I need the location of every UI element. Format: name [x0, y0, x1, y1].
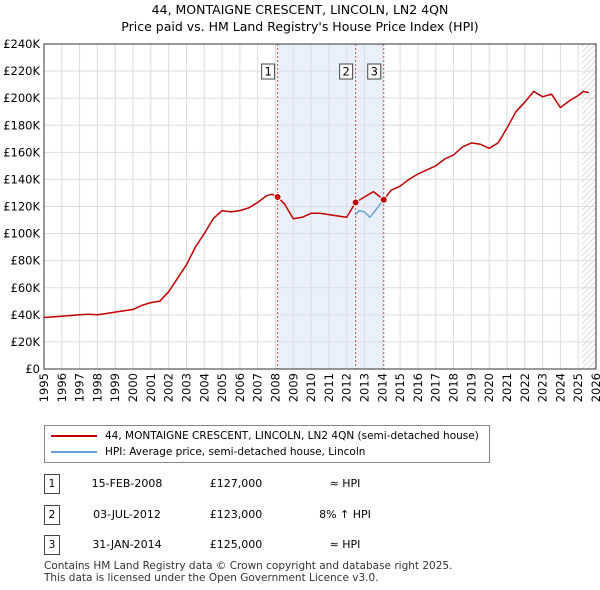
y-tick-label: £20K [11, 335, 41, 349]
x-tick-label: 2009 [286, 373, 300, 402]
legend-property-label: 44, MONTAIGNE CRESCENT, LINCOLN, LN2 4QN… [105, 430, 479, 442]
sale-point [273, 193, 282, 202]
y-tick-label: £180K [3, 118, 40, 132]
price-chart: 1 2 3 £0 £20K £40K £60K £80K £100K £120K £140K £160… [3, 37, 600, 402]
x-tick-label: 1995 [37, 373, 51, 402]
sale-point [379, 195, 388, 204]
x-tick-label: 1998 [90, 373, 104, 402]
y-tick-label: £160K [3, 145, 40, 159]
legend-property-swatch [51, 435, 97, 437]
x-tick-label: 2011 [322, 373, 336, 402]
x-tick-label: 2006 [233, 373, 247, 402]
sale-hpi-comparison: ≈ HPI [329, 477, 361, 490]
sale-date: 03-JUL-2012 [93, 508, 161, 521]
x-tick-label: 2017 [429, 373, 443, 402]
x-tick-label: 1997 [73, 373, 87, 402]
sale-point [351, 198, 360, 207]
x-tick-label: 2020 [482, 373, 496, 402]
x-tick-label: 2024 [553, 373, 567, 402]
legend: 44, MONTAIGNE CRESCENT, LINCOLN, LN2 4QN… [44, 425, 490, 463]
y-tick-label: £120K [3, 200, 40, 214]
sale-marker-badge: 2 [44, 505, 60, 525]
x-tick-label: 2007 [251, 373, 265, 402]
x-tick-label: 2021 [500, 373, 514, 402]
y-tick-label: £60K [11, 281, 41, 295]
x-tick-label: 2003 [179, 373, 193, 402]
legend-item-hpi: HPI: Average price, semi-detached house,… [51, 444, 365, 460]
transaction-row-2: 2 03-JUL-2012 £123,000 8% ↑ HPI [0, 505, 600, 525]
x-tick-label: 2005 [215, 373, 229, 402]
y-tick-label: £220K [3, 64, 40, 78]
sale-price: £123,000 [209, 508, 263, 521]
x-tick-label: 1999 [108, 373, 122, 402]
hpi-series-line [355, 199, 385, 219]
x-tick-label: 2014 [375, 373, 389, 402]
x-tick-label: 2004 [197, 373, 211, 402]
x-tick-label: 2010 [304, 373, 318, 402]
y-tick-label: £200K [3, 91, 40, 105]
sale-price: £125,000 [209, 538, 263, 551]
sale-marker-box [367, 63, 382, 80]
x-tick-label: 2002 [162, 373, 176, 402]
x-tick-label: 2012 [340, 373, 354, 402]
sale-hpi-comparison: 8% ↑ HPI [319, 508, 371, 521]
y-tick-label: £140K [3, 172, 40, 186]
x-tick-label: 2008 [268, 373, 282, 402]
y-tick-label: £0 [25, 362, 40, 376]
x-tick-label: 2000 [126, 373, 140, 402]
sale-marker-label: 3 [371, 65, 378, 79]
legend-item-property: 44, MONTAIGNE CRESCENT, LINCOLN, LN2 4QN… [51, 428, 479, 444]
sale-marker-label: 2 [342, 65, 349, 79]
legend-hpi-label: HPI: Average price, semi-detached house,… [105, 446, 366, 458]
x-tick-label: 2025 [571, 373, 585, 402]
chart-title: 44, MONTAIGNE CRESCENT, LINCOLN, LN2 4QN [151, 2, 449, 17]
x-tick-label: 2018 [447, 373, 461, 402]
sale-date: 15-FEB-2008 [91, 477, 163, 490]
sale-marker-badge: 1 [44, 474, 60, 494]
footer-licence: This data is licensed under the Open Gov… [44, 572, 379, 584]
x-tick-label: 2019 [464, 373, 478, 402]
x-tick-label: 2001 [144, 373, 158, 402]
x-tick-label: 2016 [411, 373, 425, 402]
price-series-line [43, 90, 590, 319]
plot-border [43, 43, 597, 370]
y-tick-label: £80K [11, 254, 41, 268]
footer-copyright: Contains HM Land Registry data © Crown c… [44, 560, 453, 572]
x-tick-label: 2022 [518, 373, 532, 402]
sale-marker-box [339, 63, 354, 80]
sale-marker-label: 1 [264, 65, 271, 79]
transaction-row-1: 1 15-FEB-2008 £127,000 ≈ HPI [0, 474, 600, 494]
sale-price: £127,000 [209, 477, 263, 490]
transaction-row-3: 3 31-JAN-2014 £125,000 ≈ HPI [0, 535, 600, 555]
x-tick-label: 2026 [589, 373, 600, 402]
y-tick-label: £240K [3, 37, 40, 51]
x-tick-label: 2015 [393, 373, 407, 402]
legend-hpi-swatch [51, 451, 97, 453]
chart-subtitle: Price paid vs. HM Land Registry's House … [121, 19, 479, 34]
x-tick-label: 2023 [536, 373, 550, 402]
sale-hpi-comparison: ≈ HPI [329, 538, 361, 551]
x-tick-label: 1996 [55, 373, 69, 402]
sale-date: 31-JAN-2014 [92, 538, 162, 551]
y-tick-label: £40K [11, 308, 41, 322]
x-tick-label: 2013 [358, 373, 372, 402]
y-tick-label: £100K [3, 227, 40, 241]
sale-marker-box [261, 63, 276, 80]
sale-marker-badge: 3 [44, 535, 60, 555]
